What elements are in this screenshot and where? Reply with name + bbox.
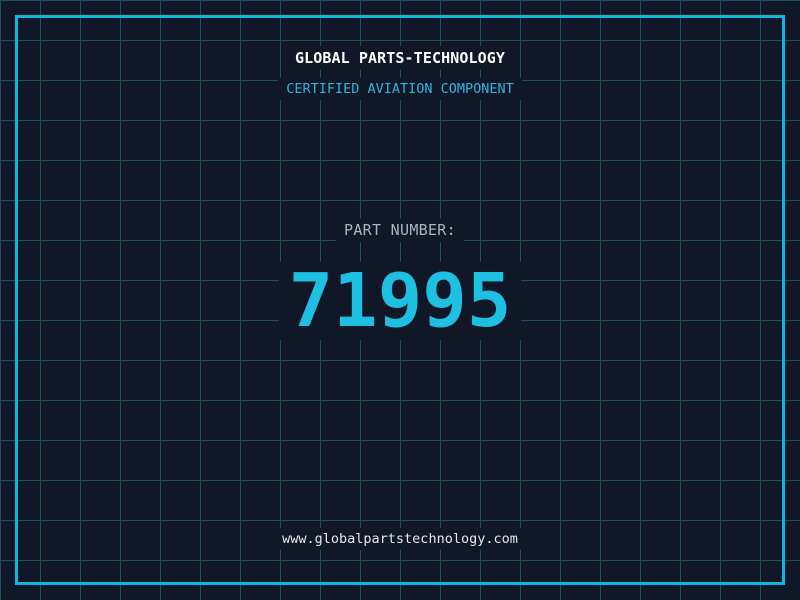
- certification-subtitle: CERTIFIED AVIATION COMPONENT: [278, 78, 522, 100]
- part-number-row: 71995: [0, 262, 800, 340]
- website-url: www.globalpartstechnology.com: [274, 528, 526, 550]
- part-number-label: PART NUMBER:: [336, 218, 464, 242]
- brand-title: GLOBAL PARTS-TECHNOLOGY: [286, 46, 513, 70]
- part-number-label-row: PART NUMBER:: [0, 218, 800, 242]
- part-number-value: 71995: [278, 262, 522, 340]
- certification-subtitle-row: CERTIFIED AVIATION COMPONENT: [0, 78, 800, 100]
- website-row: www.globalpartstechnology.com: [0, 528, 800, 550]
- brand-title-row: GLOBAL PARTS-TECHNOLOGY: [0, 46, 800, 70]
